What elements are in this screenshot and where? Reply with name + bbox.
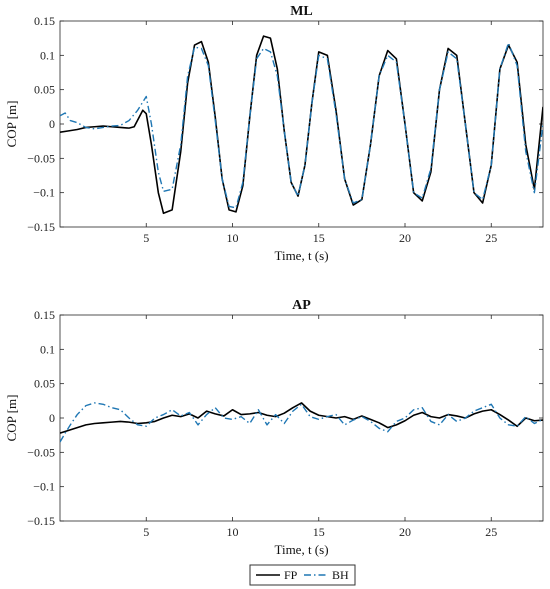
ml-panel: −0.15 −0.1 −0.05 0 0.05 0.1 0.15 5 10 15 20 25 ML Tim… [4,4,544,263]
ml-x-tick-label: 20 [399,231,411,245]
ap-y-tick-label: −0.05 [27,445,55,459]
ml-y-tick-label: −0.1 [33,186,55,200]
ap-y-tick-label: 0.1 [40,342,55,356]
ml-x-tick-label: 10 [227,231,239,245]
ap-x-tick-label: 10 [227,525,239,539]
ml-x-tick-label: 15 [313,231,325,245]
ap-y-tick-label: 0.15 [34,308,55,322]
ap-x-axis-label: Time, t (s) [274,542,328,557]
ap-x-tick-label: 15 [313,525,325,539]
ml-series-bh [60,42,543,209]
ap-x-tick-label: 20 [399,525,411,539]
ml-y-tick-label: −0.05 [27,151,55,165]
legend: FP BH [249,564,356,586]
ml-x-tick-label: 25 [485,231,497,245]
ml-y-tick-label: −0.15 [27,220,55,234]
ml-y-tick-label: 0.15 [34,14,55,28]
ap-y-axis-label: COP [m] [4,395,19,442]
ap-x-tick-label: 5 [143,525,149,539]
ml-x-tick-label: 5 [143,231,149,245]
ap-series-fp [60,402,543,434]
ml-y-tick-label: 0.1 [40,48,55,62]
ap-x-tick-label: 25 [485,525,497,539]
ap-y-tick-label: −0.15 [27,514,55,528]
ap-y-tick-label: 0.05 [34,377,55,391]
ml-series-fp [60,35,543,215]
ap-panel: −0.15 −0.1 −0.05 0 0.05 0.1 0.15 5 10 15 20 25 AP Tim… [4,298,544,557]
ml-y-tick-label: 0.05 [34,83,55,97]
legend-label-fp: FP [284,568,298,582]
legend-label-bh: BH [332,568,349,582]
ap-title: AP [292,298,311,313]
ap-y-tick-label: 0 [49,411,55,425]
ap-series-bh [60,402,543,443]
ml-x-axis-label: Time, t (s) [274,248,328,263]
ml-axes-frame [59,20,544,228]
ml-y-tick-label: 0 [49,117,55,131]
ml-title: ML [290,4,313,19]
ml-y-axis-label: COP [m] [4,101,19,148]
legend-box [249,564,356,586]
ap-y-tick-label: −0.1 [33,480,55,494]
ap-axes-frame [59,314,544,522]
